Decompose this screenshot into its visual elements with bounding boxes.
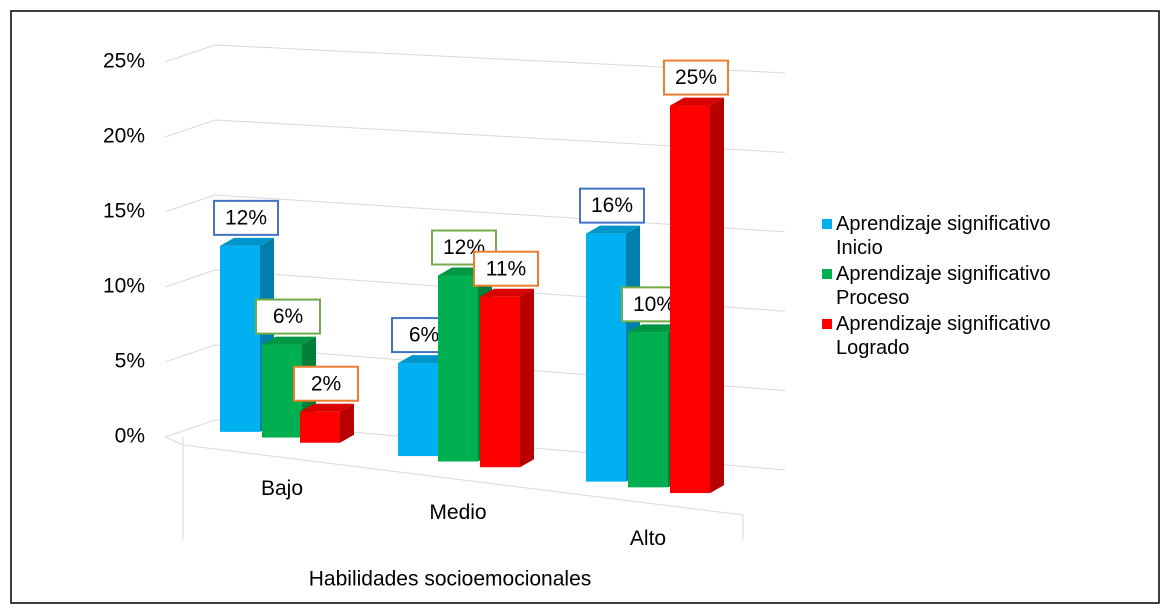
y-tick-label: 15% <box>103 200 145 223</box>
legend-label: Aprendizaje significativo Proceso <box>836 263 1051 309</box>
data-label: 25% <box>675 66 717 89</box>
bar-top <box>262 336 316 345</box>
floor-edge <box>164 436 184 446</box>
data-label-box <box>213 199 279 236</box>
bar-top <box>670 97 724 106</box>
bar <box>480 288 534 468</box>
legend: Aprendizaje significativo Inicio Aprendiz… <box>822 212 1076 362</box>
x-tick-label: Medio <box>429 501 486 524</box>
legend-label: Aprendizaje significativo Logrado <box>836 313 1051 359</box>
bar-front <box>628 332 668 488</box>
bar-front <box>300 411 340 443</box>
legend-item: Aprendizaje significativo Inicio <box>822 212 1076 260</box>
data-label-box <box>293 365 359 402</box>
bar-top <box>586 225 640 234</box>
data-label-box <box>579 187 645 224</box>
bar-side <box>520 288 534 468</box>
data-label: 11% <box>486 257 526 280</box>
grid-line <box>164 44 786 74</box>
y-tick-label: 25% <box>103 50 145 73</box>
data-label: 16% <box>591 194 633 217</box>
bar-front <box>586 233 626 482</box>
data-label: 2% <box>311 372 341 395</box>
x-tick-label: Bajo <box>261 477 303 500</box>
data-label: 6% <box>273 305 303 328</box>
bar-front <box>480 296 520 468</box>
legend-swatch <box>822 219 832 229</box>
legend-item: Aprendizaje significativo Logrado <box>822 312 1076 360</box>
floor-edge <box>182 444 744 540</box>
chart-frame <box>10 10 1160 604</box>
bar-top <box>480 288 534 297</box>
bar-top <box>628 324 682 333</box>
data-label: 10% <box>633 293 675 316</box>
data-label-box <box>663 59 729 96</box>
x-axis-title: Habilidades socioemocionales <box>309 568 592 591</box>
data-label: 12% <box>225 206 267 229</box>
bar-top <box>300 403 354 412</box>
bar-top <box>220 237 274 246</box>
bar <box>670 97 724 494</box>
y-tick-label: 20% <box>103 125 145 148</box>
data-label-box <box>255 298 321 335</box>
bar-front <box>670 105 710 494</box>
data-label-box <box>473 250 539 287</box>
bar-side <box>710 97 724 494</box>
y-tick-label: 5% <box>115 350 145 373</box>
bar-side <box>340 403 354 443</box>
legend-swatch <box>822 319 832 329</box>
legend-swatch <box>822 269 832 279</box>
legend-label: Aprendizaje significativo Inicio <box>836 213 1051 259</box>
x-tick-label: Alto <box>630 527 666 550</box>
bar-front <box>398 363 438 457</box>
legend-item: Aprendizaje significativo Proceso <box>822 262 1076 310</box>
data-label: 6% <box>409 324 439 347</box>
grid-line <box>164 119 786 153</box>
bar-front <box>438 275 478 462</box>
bar <box>300 403 354 443</box>
y-tick-label: 0% <box>115 425 145 448</box>
bar-front <box>220 245 260 432</box>
y-tick-label: 10% <box>103 275 145 298</box>
